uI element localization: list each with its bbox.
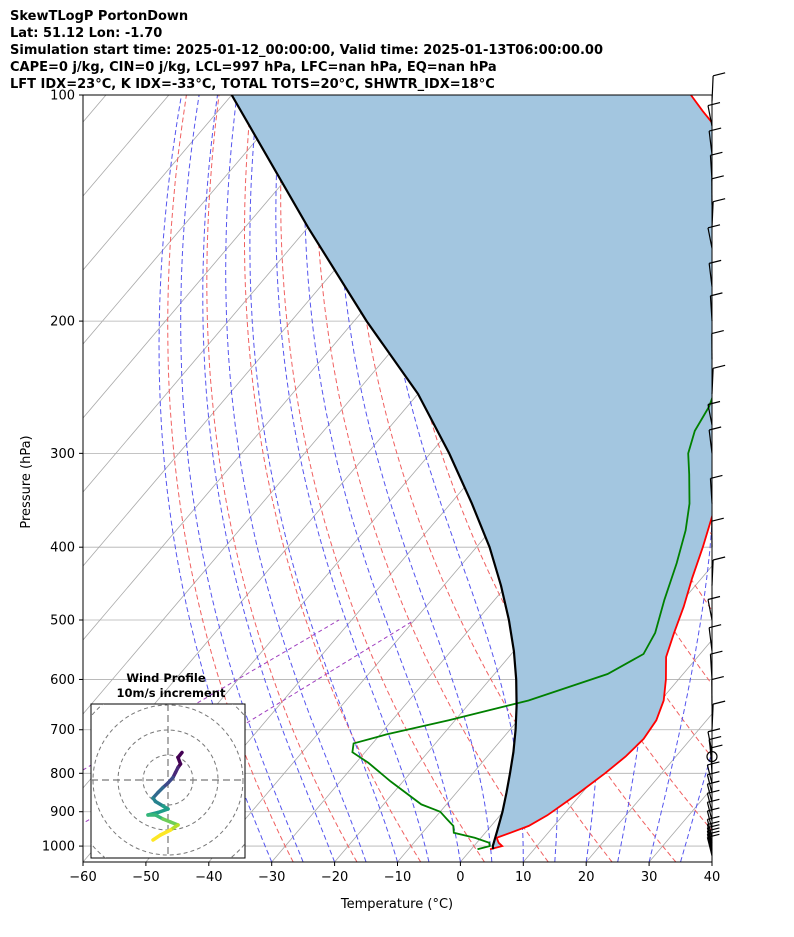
- wind-barb-flag: [712, 556, 726, 561]
- x-tick-label: −30: [258, 870, 285, 885]
- x-tick-label: 40: [704, 870, 721, 885]
- wind-barb: [706, 764, 713, 784]
- wind-barb: [707, 105, 713, 127]
- hodograph-title: Wind Profile: [126, 671, 206, 685]
- moist-adiabat: [249, 95, 398, 862]
- wind-barb-flag: [712, 700, 726, 705]
- isotherm: [83, 95, 107, 123]
- location-line: Lat: 51.12 Lon: -1.70: [10, 26, 163, 41]
- moist-adiabat: [336, 95, 493, 862]
- wind-barb-flag: [711, 175, 724, 180]
- x-tick-label: 10: [515, 870, 532, 885]
- y-tick-label: 700: [50, 723, 75, 738]
- x-tick-label: −40: [195, 870, 222, 885]
- hodograph-segment: [151, 833, 163, 842]
- x-tick-label: −10: [384, 870, 411, 885]
- temperature-line: [489, 95, 712, 851]
- wind-barb: [707, 404, 713, 426]
- isotherm: [83, 95, 233, 271]
- wind-barb-flag: [711, 517, 724, 522]
- wind-barb-flag: [707, 820, 720, 826]
- wind-barb: [706, 783, 713, 803]
- isotherm: [711, 861, 712, 862]
- wind-barb-flag: [709, 735, 722, 741]
- wind-barb-flag: [709, 259, 722, 264]
- dry-adiabat: [206, 95, 358, 862]
- chart-title: SkewTLogP PortonDown: [10, 9, 189, 24]
- wind-barb: [706, 834, 713, 853]
- hodograph-segment: [156, 807, 170, 815]
- isotherm: [775, 95, 794, 862]
- x-tick-label: 20: [578, 870, 595, 885]
- y-tick-label: 800: [50, 767, 75, 782]
- dewpoint-line: [351, 396, 712, 851]
- y-tick-label: 600: [50, 673, 75, 688]
- wind-barb-flag: [709, 127, 722, 132]
- moist-adiabat: [633, 95, 712, 862]
- wind-barb: [706, 827, 713, 847]
- wind-barb: [706, 810, 713, 830]
- dry-adiabat: [244, 95, 422, 862]
- moist-adiabat: [225, 95, 367, 862]
- wind-barb: [706, 837, 713, 856]
- y-axis-label: Pressure (hPa): [19, 435, 34, 528]
- isotherm: [83, 95, 358, 419]
- x-tick-label: −20: [321, 870, 348, 885]
- y-tick-label: 200: [50, 315, 75, 330]
- time-line: Simulation start time: 2025-01-12_00:00:…: [10, 43, 603, 58]
- index-line: LFT IDX=23°C, K IDX=-33°C, TOTAL TOTS=20…: [10, 77, 495, 92]
- y-tick-label: 500: [50, 613, 75, 628]
- dry-adiabat: [348, 95, 613, 862]
- wind-barb-flag: [707, 224, 721, 229]
- wind-barb-flag: [711, 329, 724, 335]
- wind-barb: [707, 599, 713, 621]
- wind-barb-flag: [707, 102, 721, 107]
- moist-adiabat: [372, 95, 524, 862]
- wind-barb-flag: [712, 364, 726, 369]
- hodograph-segment: [158, 828, 173, 837]
- moist-adiabat: [180, 95, 304, 862]
- wind-barb: [707, 227, 713, 249]
- dry-adiabat: [479, 95, 712, 686]
- y-tick-label: 400: [50, 541, 75, 556]
- dry-adiabat: [280, 95, 485, 862]
- x-tick-label: −50: [132, 870, 159, 885]
- y-tick-label: 900: [50, 805, 75, 820]
- isotherm: [397, 491, 712, 862]
- wind-barb: [706, 793, 713, 812]
- x-tick-label: 30: [641, 870, 658, 885]
- wind-barb-flag: [712, 198, 726, 203]
- wind-barb-flag: [709, 426, 722, 431]
- wind-barb-flag: [707, 761, 720, 766]
- wind-barb-flag: [711, 676, 724, 681]
- wind-barb: [706, 830, 713, 850]
- wind-barb-flag: [712, 72, 726, 77]
- wind-barb: [706, 819, 713, 838]
- cape-cin-shading: [231, 95, 712, 850]
- wind-barb: [706, 802, 713, 821]
- stability-line: CAPE=0 j/kg, CIN=0 j/kg, LCL=997 hPa, LF…: [10, 60, 497, 75]
- wind-barb-flag: [707, 595, 721, 601]
- wind-barb: [707, 731, 713, 753]
- wind-barb: [706, 774, 713, 794]
- isotherm: [83, 95, 295, 345]
- x-tick-label: 0: [456, 870, 464, 885]
- wind-barb-flag: [707, 400, 721, 406]
- dry-adiabat: [167, 95, 294, 862]
- y-tick-label: 300: [50, 447, 75, 462]
- isotherm: [585, 713, 712, 862]
- wind-barb-flag: [707, 728, 721, 733]
- x-tick-label: −60: [69, 870, 96, 885]
- y-tick-label: 100: [50, 89, 75, 104]
- parcel-path-line: [230, 95, 518, 850]
- y-tick-label: 1000: [42, 840, 75, 855]
- x-axis-label: Temperature (°C): [340, 897, 453, 912]
- moist-adiabat: [158, 95, 273, 862]
- wind-barb-flag: [709, 624, 722, 629]
- hodograph-subtitle: 10m/s increment: [117, 686, 226, 700]
- wind-barb: [706, 824, 713, 843]
